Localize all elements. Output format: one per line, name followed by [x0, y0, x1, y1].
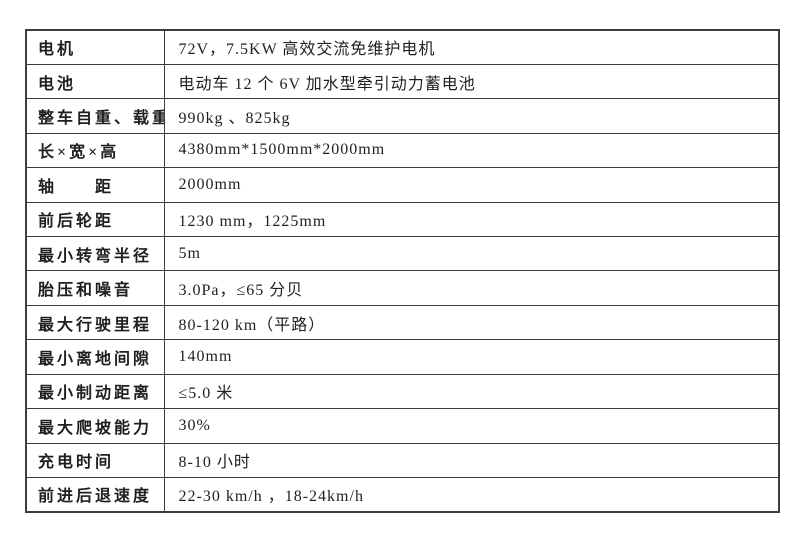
spec-label-cell: 最小制动距离 — [25, 373, 165, 410]
table-row: 充电时间 8-10 小时 — [25, 442, 780, 478]
spec-label-cell: 胎压和噪音 — [25, 270, 165, 306]
spec-value-cell: 5m — [163, 236, 780, 272]
spec-label-cell: 最小离地间隙 — [25, 339, 165, 375]
spec-label-cell: 整车自重、载重 — [25, 98, 165, 134]
table-row: 整车自重、载重 990kg 、825kg — [25, 98, 780, 134]
spec-value-cell: 3.0Pa，≤65 分贝 — [163, 270, 780, 306]
spec-value-cell: 990kg 、825kg — [163, 98, 780, 134]
table-row: 最大爬坡能力 30% — [25, 408, 780, 444]
spec-value-cell: 30% — [163, 408, 780, 444]
spec-value-cell: 22-30 km/h ，18-24km/h — [163, 476, 780, 513]
table-row: 电机 72V，7.5KW 高效交流免维护电机 — [25, 29, 780, 65]
spec-table-body: 电机 72V，7.5KW 高效交流免维护电机 电池 电动车 12 个 6V 加水型牵引… — [25, 29, 780, 513]
spec-label-cell: 电池 — [25, 63, 165, 100]
table-row: 长×宽×高 4380mm*1500mm*2000mm — [25, 132, 780, 169]
spec-value-cell: 4380mm*1500mm*2000mm — [163, 132, 780, 169]
spec-label-cell: 充电时间 — [25, 442, 165, 478]
spec-label-cell: 电机 — [25, 29, 165, 65]
spec-label-cell: 前后轮距 — [25, 201, 165, 238]
table-row: 前进后退速度 22-30 km/h ，18-24km/h — [25, 476, 780, 513]
table-row: 最小离地间隙 140mm — [25, 339, 780, 375]
table-row: 轴 距 2000mm — [25, 167, 780, 203]
spec-value-cell: 1230 mm，1225mm — [163, 201, 780, 238]
table-row: 电池 电动车 12 个 6V 加水型牵引动力蓄电池 — [25, 63, 780, 100]
spec-label-cell: 长×宽×高 — [25, 132, 165, 169]
spec-label-cell: 前进后退速度 — [25, 476, 165, 513]
spec-table: 电机 72V，7.5KW 高效交流免维护电机 电池 电动车 12 个 6V 加水型牵引… — [25, 29, 780, 513]
spec-label-cell: 最大爬坡能力 — [25, 408, 165, 444]
spec-value-cell: 80-120 km（平路） — [163, 304, 780, 341]
spec-value-cell: 2000mm — [163, 167, 780, 203]
spec-label-cell: 最大行驶里程 — [25, 304, 165, 341]
spec-value-cell: 72V，7.5KW 高效交流免维护电机 — [163, 29, 780, 65]
spec-value-cell: 8-10 小时 — [163, 442, 780, 478]
spec-value-cell: 140mm — [163, 339, 780, 375]
spec-value-cell: ≤5.0 米 — [163, 373, 780, 410]
spec-label-cell: 最小转弯半径 — [25, 236, 165, 272]
table-row: 最大行驶里程 80-120 km（平路） — [25, 304, 780, 341]
spec-value-cell: 电动车 12 个 6V 加水型牵引动力蓄电池 — [163, 63, 780, 100]
table-row: 最小转弯半径 5m — [25, 236, 780, 272]
table-row: 前后轮距 1230 mm，1225mm — [25, 201, 780, 238]
table-row: 胎压和噪音 3.0Pa，≤65 分贝 — [25, 270, 780, 306]
spec-label-cell: 轴 距 — [25, 167, 165, 203]
table-row: 最小制动距离 ≤5.0 米 — [25, 373, 780, 410]
